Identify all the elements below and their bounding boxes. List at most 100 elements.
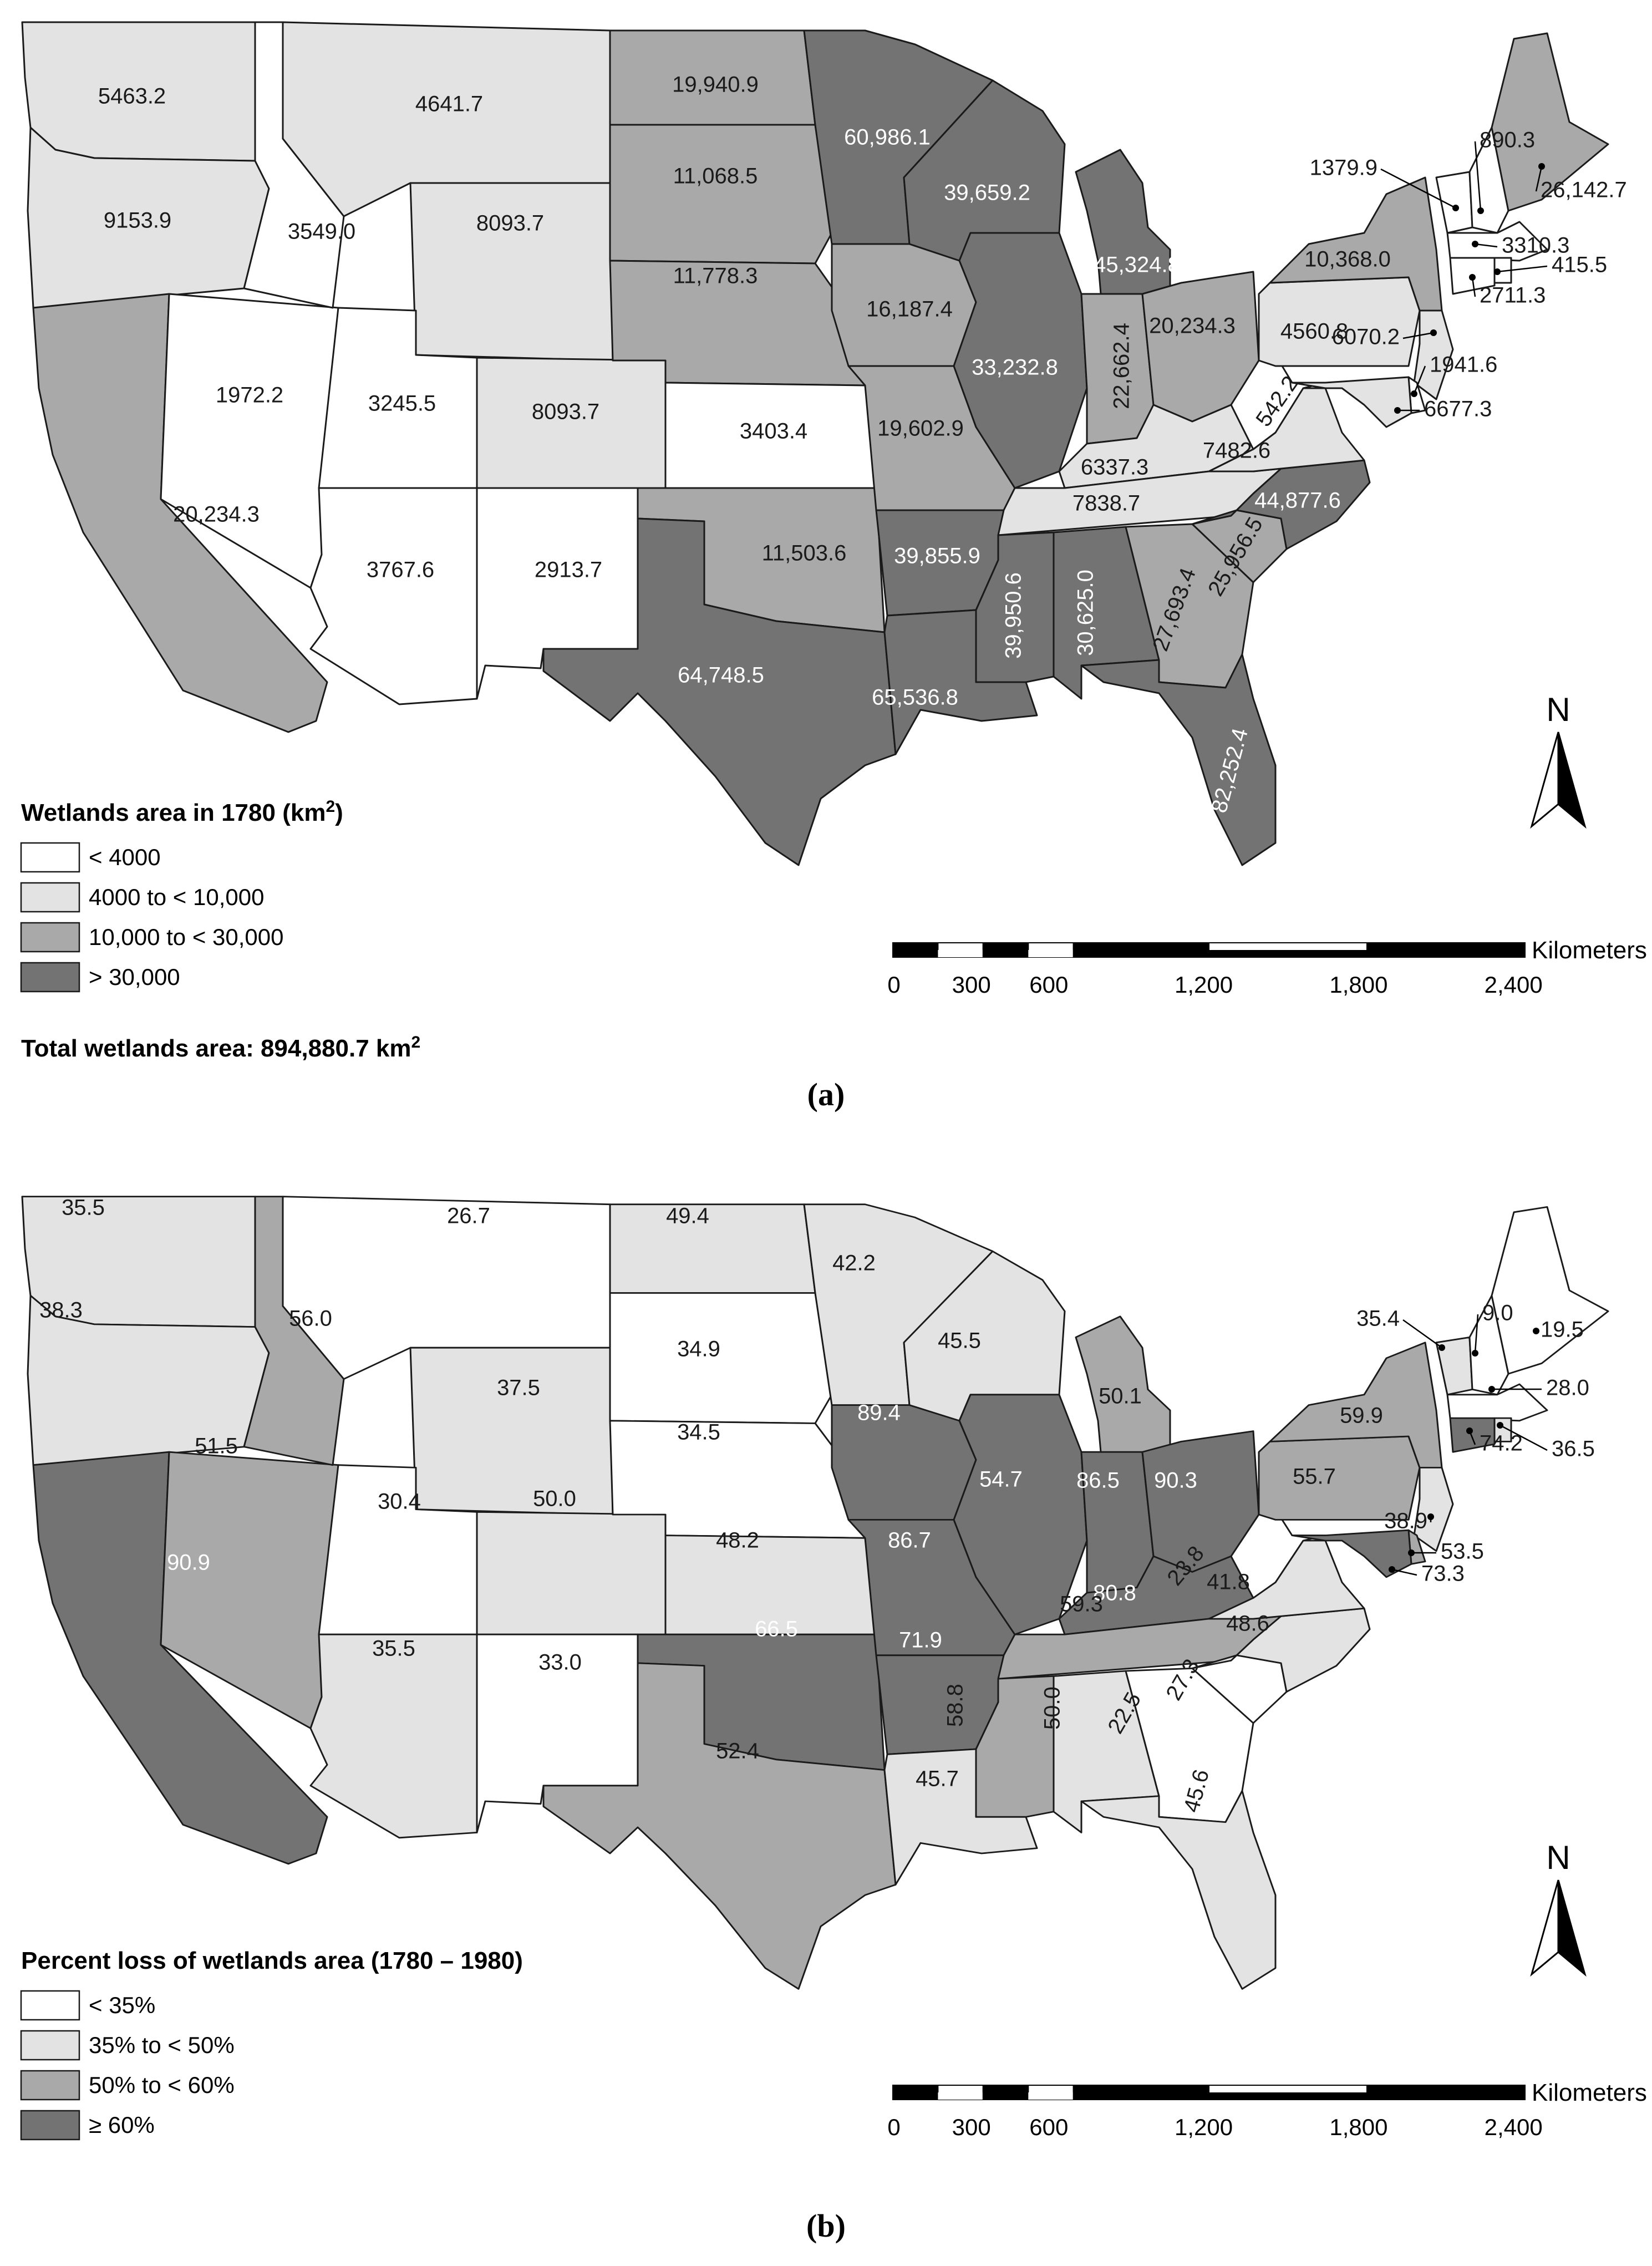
state-label-ky: 6337.3 [1081, 455, 1148, 480]
north-arrow-icon: N [1530, 691, 1587, 829]
state-nd [609, 1203, 816, 1294]
legend-label-1: < 4000 [89, 844, 161, 870]
state-label-in: 22,662.4 [1110, 323, 1134, 409]
state-label-mi: 50.1 [1099, 1384, 1142, 1409]
state-label-va: 41.8 [1207, 1570, 1250, 1594]
state-label-ks: 3403.4 [740, 419, 807, 444]
scale-segment-lower-6 [1367, 2092, 1525, 2100]
state-label-nc: 44,877.6 [1254, 489, 1341, 513]
callout-line-ri [1499, 1424, 1548, 1451]
state-label-mi: 45,324.8 [1094, 253, 1180, 277]
state-label-mt: 26.7 [447, 1204, 490, 1228]
state-fl [1080, 1790, 1277, 1990]
state-label-ma: 3310.3 [1502, 233, 1569, 258]
scale-tick-4: 1,800 [1329, 972, 1387, 998]
state-label-wa: 5463.2 [98, 84, 166, 109]
scale-tick-2: 600 [1029, 2114, 1068, 2140]
state-label-de: 1941.6 [1430, 353, 1497, 377]
scale-segment-lower-5 [1209, 950, 1367, 957]
state-pa [1258, 1435, 1421, 1521]
wetlands-loss-map: 35.5 38.3 90.9 51.5 56.0 26.7 37.5 30.4 50.0 35.5… [20, 1196, 1647, 2141]
state-label-ri: 415.5 [1552, 253, 1607, 277]
north-arrow-left [1530, 1879, 1559, 1977]
state-label-ct: 2711.3 [1480, 283, 1546, 308]
state-label-tn: 7838.7 [1072, 491, 1140, 516]
state-label-nh: 890.3 [1480, 128, 1535, 153]
caption-b: (b) [0, 2207, 1652, 2244]
legend-label-3: 50% to < 60% [89, 2072, 235, 2098]
legend-label-4: ≥ 60% [89, 2112, 155, 2138]
callout-line-ct [1468, 1430, 1476, 1445]
legend-label-2: 35% to < 50% [89, 2032, 235, 2058]
state-co [476, 1511, 667, 1635]
state-label-ca: 90.9 [167, 1551, 210, 1575]
legend-title-end: ) [335, 799, 343, 826]
scale-tick-3: 1,200 [1175, 2114, 1233, 2140]
callout-line-me [1535, 166, 1543, 192]
state-label-sd: 34.9 [677, 1337, 720, 1361]
state-label-ar: 71.9 [899, 1628, 942, 1653]
state-label-vt: 1379.9 [1310, 156, 1377, 180]
state-label-ok: 66.5 [755, 1617, 798, 1642]
state-label-ok: 11,503.6 [762, 541, 847, 566]
scale-tick-1: 300 [952, 972, 991, 998]
state-label-id: 3549.0 [288, 220, 355, 244]
legend-label-4: > 30,000 [89, 964, 180, 990]
scale-tick-3: 1,200 [1175, 972, 1233, 998]
callout-line-ma [1475, 243, 1498, 248]
state-label-me: 26,142.7 [1541, 178, 1627, 202]
state-label-in: 86.5 [1076, 1469, 1120, 1493]
state-label-ut: 30.4 [378, 1490, 421, 1514]
state-label-wi: 39,659.2 [944, 181, 1030, 205]
state-ny [1269, 176, 1443, 312]
scale-bar: 0 300 600 1,200 1,800 2,400 Kilometers [887, 2079, 1647, 2140]
callout-line-de [1413, 365, 1426, 394]
state-label-mo: 86.7 [888, 1528, 931, 1553]
scale-segment-lower-2 [983, 2092, 1029, 2100]
state-label-tx: 64,748.5 [678, 663, 764, 688]
state-label-az: 35.5 [372, 1637, 415, 1661]
north-arrow-right [1557, 731, 1587, 829]
scale-tick-0: 0 [887, 972, 900, 998]
scale-tick-4: 1,800 [1329, 2114, 1387, 2140]
state-sd [609, 1292, 833, 1424]
state-label-md: 6677.3 [1424, 397, 1492, 421]
scale-tick-5: 2,400 [1485, 972, 1543, 998]
state-label-ma: 28.0 [1546, 1376, 1589, 1400]
callout-line-ri [1497, 265, 1548, 273]
state-label-co: 50.0 [533, 1487, 576, 1511]
states-layer [21, 21, 1609, 866]
state-label-ms: 39,950.6 [1002, 572, 1026, 659]
state-label-nc: 48.6 [1226, 1612, 1269, 1636]
callout-line-nh [1474, 1314, 1479, 1354]
state-label-mt: 4641.7 [415, 92, 483, 116]
north-arrow-right [1557, 1879, 1587, 1977]
callout-line-nh [1474, 141, 1482, 211]
state-label-wa: 35.5 [62, 1196, 105, 1220]
state-label-wi: 45.5 [938, 1329, 981, 1353]
state-label-ri: 36.5 [1552, 1437, 1595, 1461]
state-sd [609, 124, 833, 265]
callout-line-ct [1471, 277, 1476, 297]
state-label-tn: 59.3 [1060, 1592, 1103, 1617]
legend-title: Percent loss of wetlands area (1780 – 19… [21, 1947, 523, 1974]
scale-segment-lower-0 [893, 2092, 938, 2100]
state-label-md: 73.3 [1421, 1562, 1465, 1586]
state-label-ms: 58.8 [943, 1684, 968, 1727]
state-label-va: 7482.6 [1203, 439, 1270, 463]
state-label-ca: 20,234.3 [173, 502, 260, 527]
scale-segment-lower-2 [983, 950, 1029, 957]
state-ia [831, 1404, 977, 1521]
scale-tick-0: 0 [887, 2114, 900, 2140]
map-panel-b: 35.5 38.3 90.9 51.5 56.0 26.7 37.5 30.4 50.0 35.5… [0, 1154, 1652, 2266]
north-arrow-icon: N [1530, 1839, 1587, 1977]
state-label-nj: 38.9 [1384, 1509, 1427, 1533]
state-label-oh: 20,234.3 [1149, 314, 1236, 338]
legend-label-2: 4000 to < 10,000 [89, 884, 264, 910]
state-label-de: 53.5 [1441, 1540, 1484, 1564]
state-label-ks: 48.2 [716, 1528, 759, 1553]
scale-tick-5: 2,400 [1485, 2114, 1543, 2140]
state-label-nm: 33.0 [538, 1650, 582, 1675]
state-label-mn: 42.2 [832, 1251, 876, 1276]
legend-swatch-2 [20, 2030, 80, 2061]
